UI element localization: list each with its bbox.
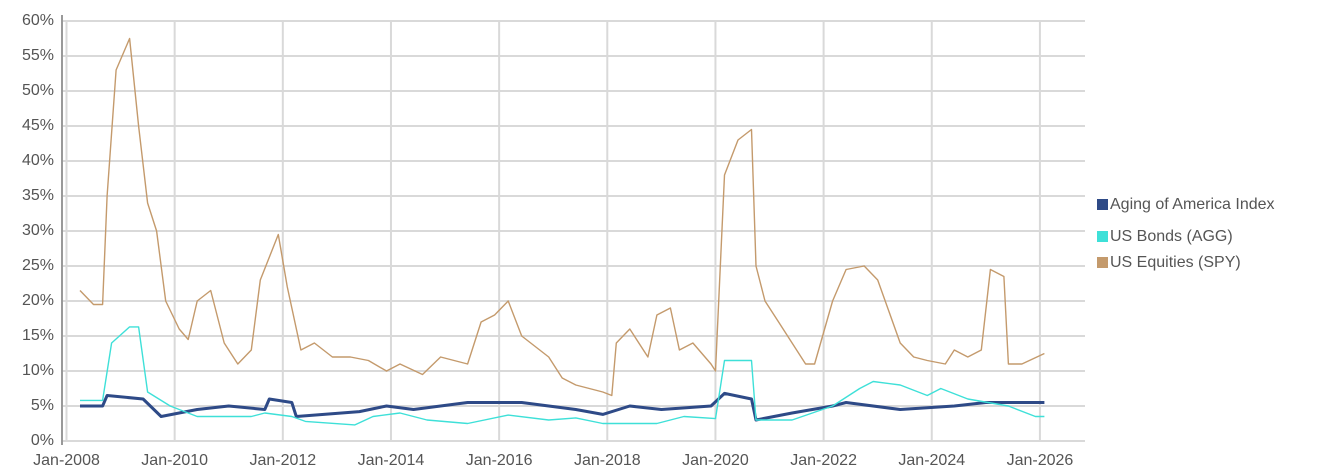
x-tick-label: Jan-2010 xyxy=(141,452,208,469)
legend-swatch xyxy=(1097,257,1108,268)
series-line xyxy=(80,326,1045,426)
x-tick-label: Jan-2018 xyxy=(574,452,641,469)
x-tick-label: Jan-2024 xyxy=(898,452,965,469)
x-tick-label: Jan-2012 xyxy=(249,452,316,469)
y-tick-label: 35% xyxy=(22,187,54,204)
y-tick-label: 20% xyxy=(22,292,54,309)
y-tick-label: 5% xyxy=(31,397,54,414)
legend-swatch xyxy=(1097,199,1108,210)
x-tick-label: Jan-2020 xyxy=(682,452,749,469)
x-tick-label: Jan-2016 xyxy=(466,452,533,469)
legend-label: US Bonds (AGG) xyxy=(1110,228,1233,245)
x-tick-label: Jan-2026 xyxy=(1007,452,1074,469)
y-tick-label: 30% xyxy=(22,222,54,239)
legend-label: Aging of America Index xyxy=(1110,196,1275,213)
y-tick-label: 25% xyxy=(22,257,54,274)
y-tick-label: 40% xyxy=(22,152,54,169)
legend-label: US Equities (SPY) xyxy=(1110,254,1241,271)
y-tick-label: 60% xyxy=(22,12,54,29)
x-tick-label: Jan-2022 xyxy=(790,452,857,469)
y-tick-label: 50% xyxy=(22,82,54,99)
y-tick-label: 15% xyxy=(22,327,54,344)
series-line xyxy=(79,37,1045,397)
x-tick-label: Jan-2008 xyxy=(33,452,100,469)
y-tick-label: 45% xyxy=(22,117,54,134)
legend-swatch xyxy=(1097,231,1108,242)
y-tick-label: 0% xyxy=(31,432,54,449)
y-tick-label: 10% xyxy=(22,362,54,379)
x-tick-label: Jan-2014 xyxy=(358,452,425,469)
y-tick-label: 55% xyxy=(22,47,54,64)
